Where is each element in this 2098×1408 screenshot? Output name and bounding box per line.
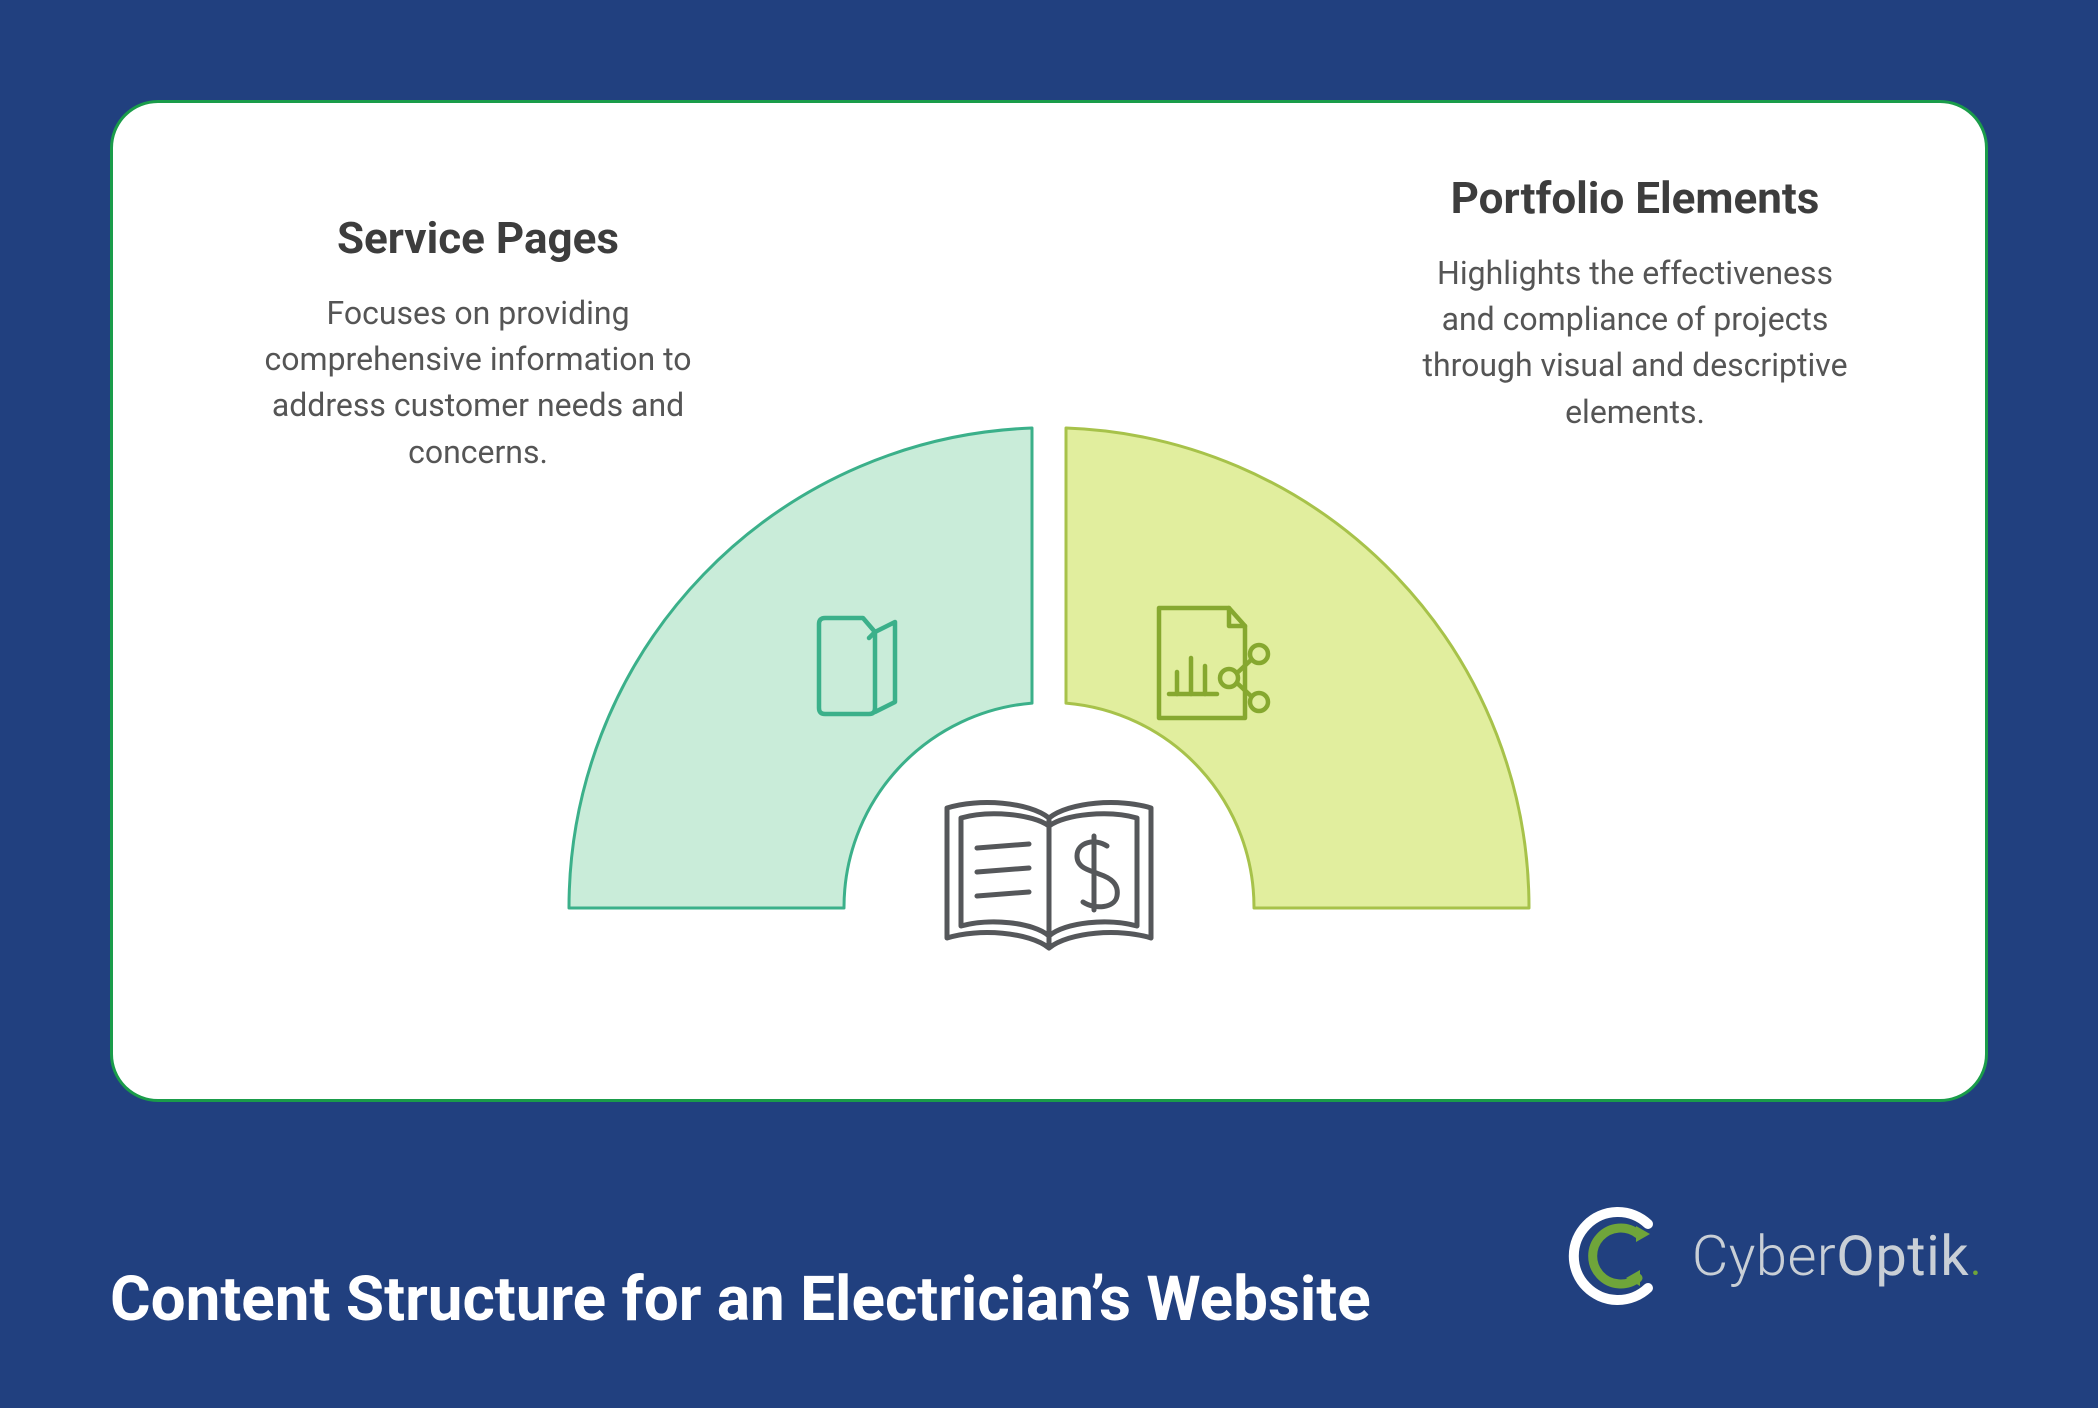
left-heading: Service Pages bbox=[243, 213, 713, 264]
brand-logo: CyberOptik. bbox=[1566, 1204, 1983, 1308]
content-card: Service Pages Focuses on providing compr… bbox=[110, 100, 1988, 1102]
right-text-block: Portfolio Elements Highlights the effect… bbox=[1415, 173, 1855, 435]
brand-word-2: Optik bbox=[1836, 1223, 1969, 1289]
page-title: Content Structure for an Electrician’s W… bbox=[110, 1261, 1371, 1339]
brand-wordmark: CyberOptik. bbox=[1692, 1223, 1983, 1289]
right-body: Highlights the effectiveness and complia… bbox=[1415, 250, 1855, 436]
brand-mark-icon bbox=[1566, 1204, 1670, 1308]
fan-diagram bbox=[559, 418, 1539, 1018]
right-heading: Portfolio Elements bbox=[1415, 173, 1855, 224]
brand-word-1: Cyber bbox=[1692, 1223, 1836, 1289]
brand-dot: . bbox=[1969, 1223, 1983, 1289]
open-book-dollar-icon bbox=[947, 803, 1151, 948]
